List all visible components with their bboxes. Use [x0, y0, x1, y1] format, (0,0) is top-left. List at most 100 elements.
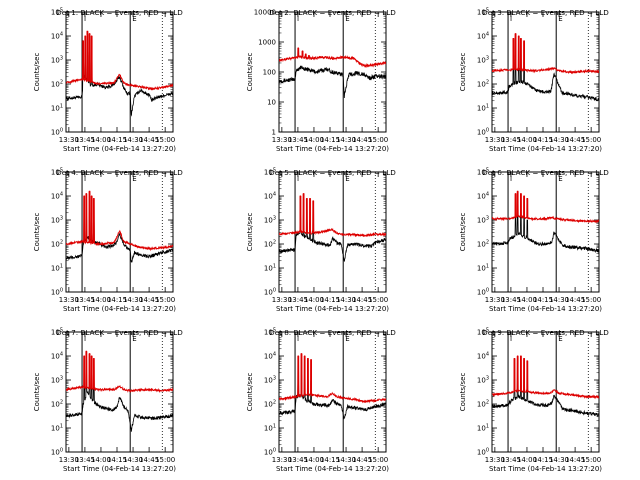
y-tick-label: 105 — [264, 168, 276, 177]
series-lld-line — [279, 47, 386, 69]
x-tick-label: 13:30 — [272, 136, 292, 144]
y-tick-label: 103 — [264, 376, 276, 385]
x-tick-label: 14:15 — [320, 456, 340, 464]
x-tick-label: 14:30 — [336, 456, 356, 464]
marker-label-I: I — [84, 175, 86, 183]
y-tick-label: 104 — [51, 352, 63, 361]
plot-data — [492, 190, 599, 254]
y-tick-label: 101 — [477, 424, 489, 433]
y-tick-label: 103 — [264, 216, 276, 225]
plot-frame — [65, 11, 174, 133]
plot-data — [66, 350, 173, 432]
x-tick-label: 14:45 — [352, 136, 372, 144]
x-tick-label: 14:15 — [533, 296, 553, 304]
panel-title: Det 4: BLACK = Events, RED = LLD — [56, 168, 183, 177]
x-tick-label: 14:00 — [517, 296, 537, 304]
x-tick-label: 14:45 — [139, 296, 159, 304]
marker-label-I: I — [510, 335, 512, 343]
y-tick-label: 101 — [51, 424, 63, 433]
x-tick-label: 14:45 — [565, 456, 585, 464]
panel-title: Det 9: BLACK = Events, RED = LLD — [482, 328, 609, 337]
plot-frame — [278, 171, 387, 293]
y-tick-label: 101 — [264, 264, 276, 273]
y-tick-label: 100 — [477, 288, 489, 297]
series-lld-line — [492, 190, 599, 224]
x-tick-label: 13:45 — [288, 296, 308, 304]
y-tick-label: 101 — [51, 264, 63, 273]
series-events-line — [492, 377, 599, 418]
x-tick-label: 13:45 — [75, 296, 95, 304]
panel-det-4: Det 4: BLACK = Events, RED = LLD 100 101 10… — [33, 168, 183, 314]
x-tick-label: 15:00 — [581, 136, 601, 144]
y-tick-label: 101 — [264, 424, 276, 433]
x-tick-label: 15:00 — [368, 296, 388, 304]
y-tick-label: 105 — [477, 328, 489, 337]
marker-label-E: E — [345, 15, 349, 23]
plot-data — [279, 47, 386, 99]
series-lld-line — [279, 353, 386, 404]
y-tick-label: 103 — [477, 376, 489, 385]
y-tick-label: 105 — [477, 8, 489, 17]
y-tick-label: 104 — [477, 352, 489, 361]
y-tick-label: 103 — [51, 56, 63, 65]
panel-title: Det 8: BLACK = Events, RED = LLD — [269, 328, 396, 337]
x-axis-label: Start Time (04-Feb-14 13:27:20) — [489, 305, 602, 313]
panel-det-6: Det 6: BLACK = Events, RED = LLD 100 101 10… — [459, 168, 609, 314]
marker-label-I: I — [84, 15, 86, 23]
x-axis-label: Start Time (04-Feb-14 13:27:20) — [489, 145, 602, 153]
y-tick-label: 105 — [51, 328, 63, 337]
y-tick-label: 104 — [477, 32, 489, 41]
marker-label-I: I — [297, 15, 299, 23]
marker-label-E: E — [558, 335, 562, 343]
y-tick-label: 100 — [264, 288, 276, 297]
y-tick-label: 1 — [272, 129, 276, 137]
panel-title: Det 5: BLACK = Events, RED = LLD — [269, 168, 396, 177]
x-tick-label: 13:45 — [288, 136, 308, 144]
x-tick-label: 14:15 — [107, 456, 127, 464]
y-tick-label: 100 — [51, 448, 63, 457]
y-tick-label: 101 — [477, 264, 489, 273]
y-tick-label: 1000 — [258, 39, 276, 47]
x-tick-label: 14:45 — [352, 456, 372, 464]
y-tick-label: 100 — [51, 128, 63, 137]
y-tick-label: 103 — [477, 216, 489, 225]
y-tick-label: 100 — [264, 448, 276, 457]
x-tick-label: 14:00 — [517, 136, 537, 144]
y-tick-label: 102 — [264, 400, 276, 409]
x-tick-label: 13:30 — [485, 136, 505, 144]
y-tick-label: 101 — [51, 104, 63, 113]
x-tick-label: 14:15 — [320, 136, 340, 144]
y-tick-label: 103 — [51, 216, 63, 225]
x-tick-label: 14:30 — [549, 136, 569, 144]
plot-frame — [65, 171, 174, 293]
x-tick-label: 14:30 — [336, 296, 356, 304]
y-axis-label: Counts/sec — [33, 373, 41, 412]
marker-label-E: E — [132, 175, 136, 183]
y-tick-label: 105 — [51, 8, 63, 17]
x-axis-label: Start Time (04-Feb-14 13:27:20) — [489, 465, 602, 473]
plot-frame — [491, 171, 600, 293]
x-tick-label: 15:00 — [155, 136, 175, 144]
panel-det-5: Det 5: BLACK = Events, RED = LLD 100 101 10… — [246, 168, 396, 314]
x-tick-label: 14:30 — [549, 296, 569, 304]
series-events-line — [492, 212, 599, 254]
x-tick-label: 14:15 — [533, 136, 553, 144]
plot-frame — [65, 331, 174, 453]
panel-title: Det 1: BLACK = Events, RED = LLD — [56, 8, 183, 17]
y-axis-label: Counts/sec — [246, 373, 254, 412]
x-tick-label: 14:45 — [565, 296, 585, 304]
x-tick-label: 13:30 — [59, 136, 79, 144]
y-tick-label: 104 — [51, 32, 63, 41]
panel-det-3: Det 3: BLACK = Events, RED = LLD 100 101 10… — [459, 8, 609, 154]
x-tick-label: 15:00 — [581, 456, 601, 464]
panel-det-9: Det 9: BLACK = Events, RED = LLD 100 101 10… — [459, 328, 609, 474]
y-tick-label: 10000 — [254, 9, 276, 17]
plot-data — [279, 353, 386, 420]
x-tick-label: 14:30 — [123, 296, 143, 304]
y-tick-label: 105 — [477, 168, 489, 177]
marker-label-I: I — [297, 335, 299, 343]
series-events-line — [279, 214, 386, 262]
y-tick-label: 101 — [477, 104, 489, 113]
marker-label-E: E — [558, 15, 562, 23]
y-tick-label: 102 — [477, 400, 489, 409]
